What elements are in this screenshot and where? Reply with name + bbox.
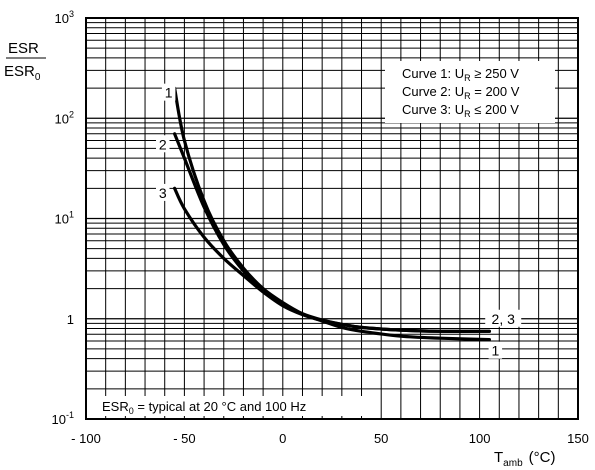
curve-label-bg <box>161 83 176 101</box>
curve-label: 1 <box>491 343 499 359</box>
y-tick-label: 1 <box>67 312 74 327</box>
x-tick-label: 50 <box>374 431 388 446</box>
y-tick-label: 101 <box>55 210 74 227</box>
legend-entry: Curve 1: UR ≥ 250 V <box>402 66 519 83</box>
x-tick-label: 100 <box>469 431 491 446</box>
y-label-denominator: ESR0 <box>4 63 41 83</box>
curve-label: 2 <box>159 136 167 152</box>
curve-label-bg <box>485 309 522 327</box>
curve-2 <box>173 132 491 333</box>
legend-entry: Curve 2: UR = 200 V <box>402 84 520 101</box>
x-tick-label: 150 <box>567 431 589 446</box>
note: ESR0 = typical at 20 °C and 100 Hz <box>95 396 373 416</box>
curve-labels: 1 2 3 2, 3 1 <box>156 83 522 359</box>
x-tick-label: - 100 <box>71 431 101 446</box>
note-text: ESR0 = typical at 20 °C and 100 Hz <box>102 399 306 416</box>
y-tick-label: 103 <box>55 9 74 26</box>
curve-label: 1 <box>165 85 173 101</box>
x-tick-label: 0 <box>279 431 286 446</box>
legend-background <box>385 61 555 123</box>
curve-label-bg <box>156 183 170 201</box>
grid <box>85 18 579 420</box>
curve-label: 2, 3 <box>492 311 516 327</box>
x-tick-labels: - 100 - 50 0 50 100 150 <box>71 431 589 446</box>
curve-label: 3 <box>159 185 167 201</box>
curve-3 <box>173 186 491 333</box>
y-label-numerator: ESR <box>8 40 39 57</box>
x-tick-label: - 50 <box>173 431 195 446</box>
curve-1 <box>173 86 491 342</box>
legend-entry: Curve 3: UR ≤ 200 V <box>402 102 519 119</box>
y-tick-label: 102 <box>55 109 74 126</box>
curve-label-bg <box>488 341 503 359</box>
curves <box>173 86 491 342</box>
curve-label-bg <box>156 135 170 153</box>
plot-frame <box>85 17 579 420</box>
y-tick-label: 10-1 <box>52 410 74 427</box>
y-tick-labels: 103 102 101 1 10-1 <box>52 9 74 427</box>
x-axis-label: Tamb (°C) <box>494 449 555 469</box>
y-axis-label: ESR ESR0 <box>4 40 46 83</box>
note-background <box>95 396 373 416</box>
